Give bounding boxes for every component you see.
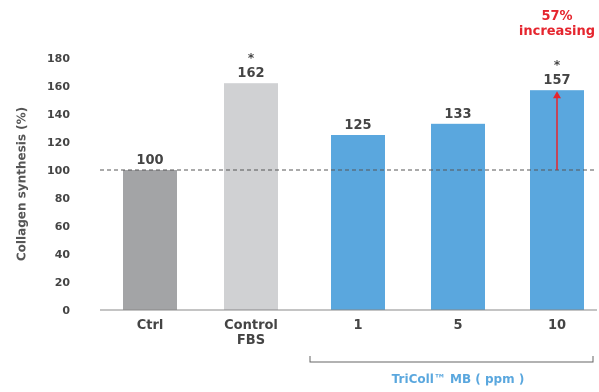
data-label: 157	[543, 73, 570, 88]
data-label: 133	[444, 107, 471, 122]
y-tick-label: 100	[47, 164, 70, 177]
data-label: 162	[237, 66, 264, 81]
data-label: 125	[344, 118, 371, 133]
x-tick-label: 5	[453, 318, 462, 333]
increase-annotation: 57%	[541, 9, 572, 24]
group-label: TriColl™ MB ( ppm )	[392, 372, 525, 386]
data-label: 100	[136, 153, 163, 168]
y-axis-label: Collagen synthesis (%)	[15, 107, 29, 261]
y-tick-label: 140	[47, 108, 70, 121]
significance-star: *	[248, 51, 255, 65]
x-tick-label: Control	[224, 318, 278, 333]
bar	[431, 123, 485, 310]
significance-star: *	[554, 58, 561, 72]
bar	[123, 170, 177, 310]
y-tick-label: 80	[55, 192, 71, 205]
y-tick-label: 40	[55, 248, 71, 261]
x-tick-label: 1	[353, 318, 362, 333]
x-tick-label: FBS	[237, 333, 265, 348]
x-tick-label: 10	[548, 318, 566, 333]
increase-annotation: increasing	[519, 24, 595, 39]
bar	[331, 135, 385, 310]
x-tick-label: Ctrl	[137, 318, 164, 333]
bar	[224, 83, 278, 310]
y-tick-label: 160	[47, 80, 70, 93]
y-tick-label: 120	[47, 136, 70, 149]
y-tick-label: 60	[55, 220, 71, 233]
increase-arrowhead	[553, 91, 561, 99]
group-bracket	[309, 356, 594, 363]
y-tick-label: 20	[55, 276, 71, 289]
y-tick-label: 0	[62, 304, 70, 317]
y-tick-label: 180	[47, 52, 70, 65]
